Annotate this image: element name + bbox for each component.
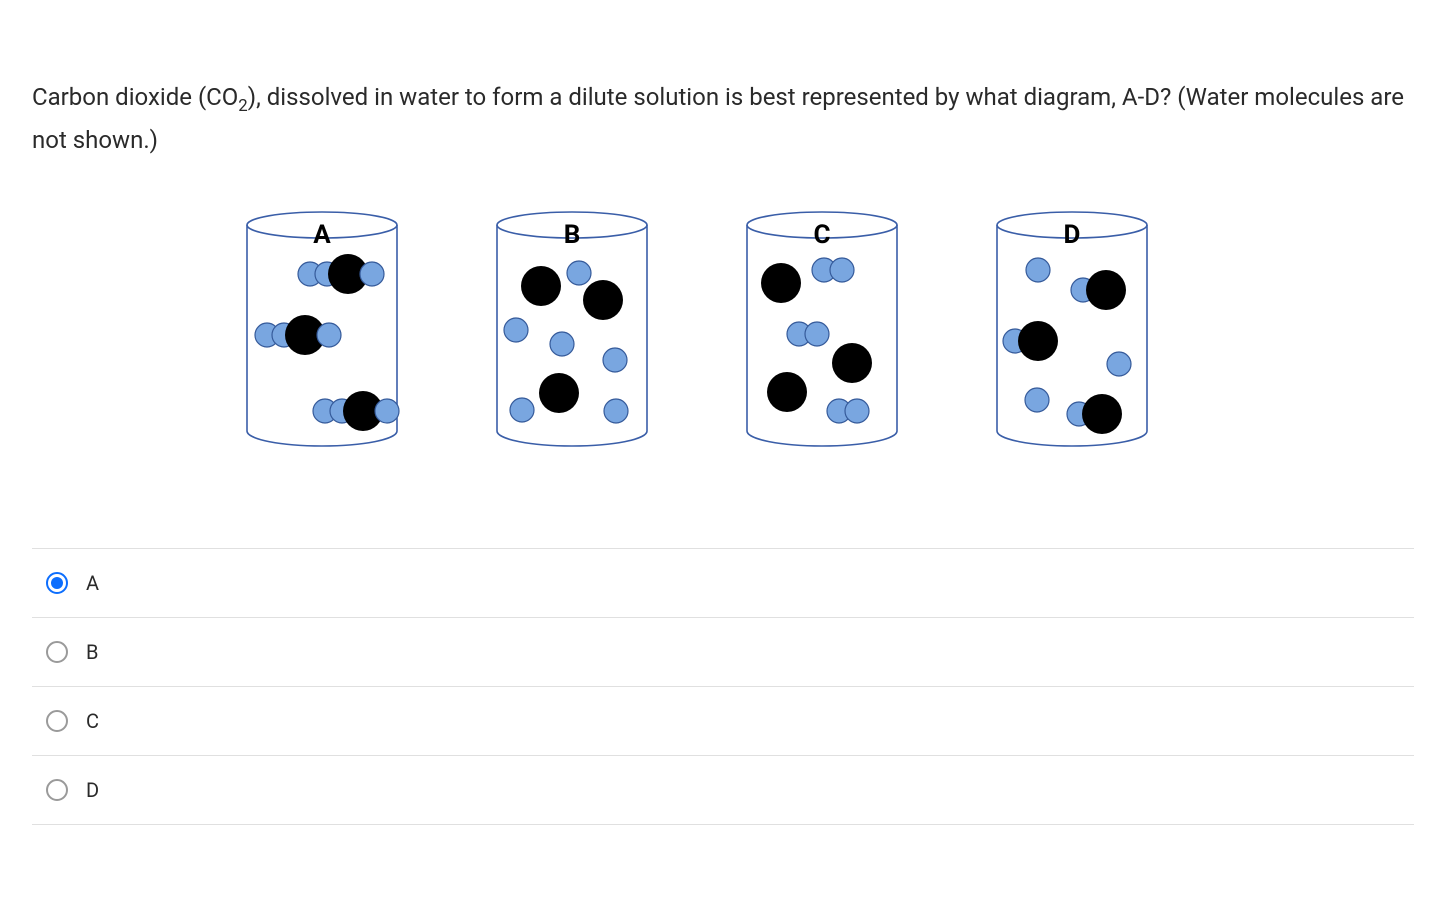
oxygen-atom	[510, 398, 534, 422]
carbon-atom	[832, 343, 872, 383]
oxygen-atom	[603, 348, 627, 372]
carbon-atom	[521, 266, 561, 306]
carbon-atom	[1082, 394, 1122, 434]
carbon-atom	[1018, 321, 1058, 361]
oxygen-atom	[317, 323, 341, 347]
radio-button[interactable]	[46, 779, 68, 801]
oxygen-atom	[1107, 352, 1131, 376]
option-row-a[interactable]: A	[32, 549, 1414, 618]
oxygen-atom	[604, 399, 628, 423]
carbon-atom	[583, 280, 623, 320]
beaker-label: C	[732, 220, 912, 250]
option-label: A	[86, 571, 99, 595]
oxygen-atom	[830, 258, 854, 282]
question-page: Carbon dioxide (CO2), dissolved in water…	[0, 0, 1446, 865]
question-sub: 2	[238, 96, 247, 116]
oxygen-atom	[375, 399, 399, 423]
radio-button[interactable]	[46, 710, 68, 732]
beakers-row: A B C D	[232, 208, 1414, 458]
option-label: C	[86, 709, 99, 733]
beaker-label: D	[982, 220, 1162, 250]
radio-dot-icon	[51, 577, 63, 589]
oxygen-atom	[567, 261, 591, 285]
answer-options: A B C D	[32, 548, 1414, 825]
radio-button[interactable]	[46, 641, 68, 663]
oxygen-atom	[1025, 388, 1049, 412]
oxygen-atom	[504, 318, 528, 342]
beaker-b: B	[482, 208, 662, 458]
question-pre: Carbon dioxide (CO	[32, 83, 238, 111]
beaker-a: A	[232, 208, 412, 458]
carbon-atom	[767, 372, 807, 412]
carbon-atom	[1086, 270, 1126, 310]
option-row-c[interactable]: C	[32, 687, 1414, 756]
radio-button[interactable]	[46, 572, 68, 594]
question-text: Carbon dioxide (CO2), dissolved in water…	[32, 78, 1414, 160]
beaker-d: D	[982, 208, 1162, 458]
carbon-atom	[761, 263, 801, 303]
option-label: D	[86, 778, 99, 802]
oxygen-atom	[360, 262, 384, 286]
option-row-d[interactable]: D	[32, 756, 1414, 825]
option-row-b[interactable]: B	[32, 618, 1414, 687]
beaker-label: A	[232, 220, 412, 250]
carbon-atom	[539, 373, 579, 413]
beaker-c: C	[732, 208, 912, 458]
beaker-label: B	[482, 220, 662, 250]
oxygen-atom	[805, 322, 829, 346]
oxygen-atom	[550, 332, 574, 356]
option-label: B	[86, 640, 98, 664]
oxygen-atom	[1026, 258, 1050, 282]
oxygen-atom	[845, 399, 869, 423]
